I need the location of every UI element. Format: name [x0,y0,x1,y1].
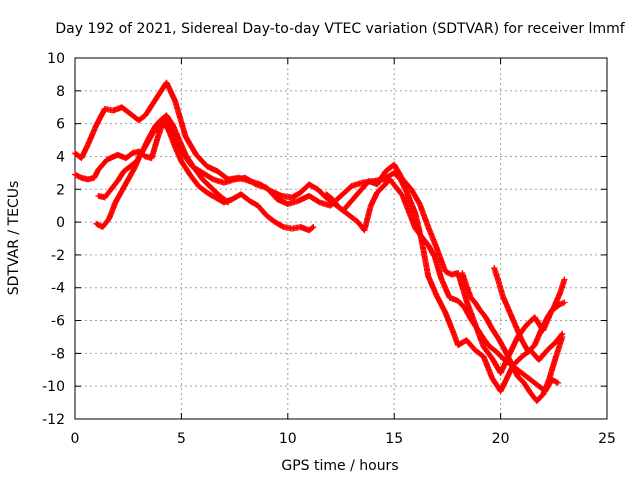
series-trace-2 [72,79,568,377]
y-tick-label: -12 [42,412,65,428]
data-points [491,265,568,355]
data-points [323,176,562,395]
grid [75,58,607,419]
series-trace-6 [459,269,566,404]
y-tick-label: -2 [51,248,65,264]
chart-title: Day 192 of 2021, Sidereal Day-to-day VTE… [55,21,625,37]
y-tick-label: 6 [56,117,65,133]
series-trace-5 [323,176,562,395]
data-points [72,79,568,377]
x-tick-label: 5 [177,431,186,447]
data-points [95,112,232,206]
data-points [459,269,566,404]
y-tick-label: 4 [56,149,65,165]
series-trace-7 [491,265,568,355]
data-series [72,79,568,404]
y-tick-label: -6 [51,314,65,330]
y-axis-label: SDTVAR / TECUs [6,181,22,296]
x-tick-label: 0 [71,431,80,447]
x-tick-label: 15 [385,431,403,447]
x-tick-label: 20 [492,431,510,447]
y-tick-label: -8 [51,346,65,362]
y-tick-label: 0 [56,215,65,231]
x-tick-label: 25 [598,431,616,447]
y-tick-label: 10 [47,51,65,67]
y-tick-label: -4 [51,281,65,297]
plot-frame [74,57,608,420]
x-tick-label: 10 [279,431,297,447]
y-tick-label: 8 [56,84,65,100]
y-tick-label: -10 [42,379,65,395]
x-axis-label: GPS time / hours [281,458,398,474]
y-tick-label: 2 [56,182,65,198]
series-trace-4 [95,112,232,206]
